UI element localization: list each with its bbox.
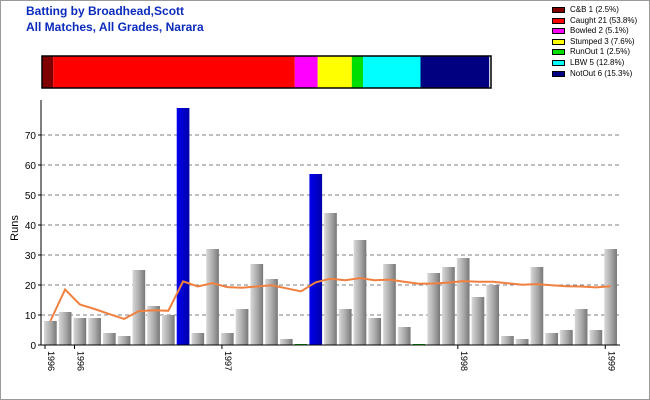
innings-bar <box>191 333 205 345</box>
y-tick-label: 60 <box>25 161 37 172</box>
innings-bar <box>560 330 573 345</box>
innings-bar <box>383 264 396 345</box>
legend-item: Caught 21 (53.8%) <box>552 16 650 27</box>
chart-title: Batting by Broadhead,Scott <box>26 4 185 18</box>
legend: C&B 1 (2.5%) Caught 21 (53.8%) Bowled 2 (5… <box>552 5 650 79</box>
dismissal-segment <box>351 56 364 88</box>
innings-bar <box>427 273 441 345</box>
innings-bar <box>545 333 558 345</box>
innings-bar <box>147 306 160 345</box>
legend-label: RunOut 1 (2.5%) <box>570 47 631 57</box>
y-tick-label: 20 <box>25 281 37 292</box>
innings-bar <box>338 309 352 345</box>
innings-bar <box>368 318 382 345</box>
innings-bar <box>486 285 500 345</box>
y-tick-label: 30 <box>25 251 37 262</box>
legend-swatch <box>552 28 565 35</box>
dismissal-segment <box>42 56 54 88</box>
legend-swatch <box>552 7 565 13</box>
legend-label: Stumped 3 (7.6%) <box>570 36 635 46</box>
legend-swatch <box>552 49 565 56</box>
innings-bar <box>73 318 87 345</box>
y-axis-label: Runs <box>9 215 21 241</box>
innings-bar <box>501 336 514 345</box>
legend-label: NotOut 6 (15.3%) <box>570 68 633 78</box>
innings-bar <box>397 327 411 345</box>
legend-item: Stumped 3 (7.6%) <box>552 37 650 48</box>
legend-item: Bowled 2 (5.1%) <box>552 26 650 37</box>
innings-bar <box>235 309 249 345</box>
innings-bar <box>117 336 131 345</box>
x-tick-label: 1998 <box>459 351 469 371</box>
legend-item: NotOut 6 (15.3%) <box>552 69 650 80</box>
legend-label: C&B 1 (2.5%) <box>570 5 619 14</box>
x-tick-label: 1996 <box>46 351 56 371</box>
y-tick-label: 70 <box>25 131 37 142</box>
legend-label: LBW 5 (12.8%) <box>570 57 625 67</box>
innings-bar <box>574 309 588 345</box>
innings-bar <box>58 312 72 345</box>
legend-item: C&B 1 (2.5%) <box>552 5 650 16</box>
legend-label: Caught 21 (53.8%) <box>570 15 638 25</box>
x-tick-label: 1999 <box>606 351 616 371</box>
dismissal-segment <box>363 56 421 88</box>
legend-item: RunOut 1 (2.5%) <box>552 47 650 58</box>
innings-bar <box>604 249 617 345</box>
innings-bar <box>589 330 603 345</box>
legend-swatch <box>552 70 565 77</box>
x-tick-label: 1997 <box>223 351 233 371</box>
dismissal-strip-border <box>41 55 492 89</box>
y-tick-label: 0 <box>30 341 36 352</box>
average-line <box>49 277 611 322</box>
dismissal-segment <box>294 56 318 88</box>
y-tick-label: 40 <box>25 221 37 232</box>
chart-subtitle: All Matches, All Grades, Narara <box>26 20 204 34</box>
x-tick-label: 1996 <box>75 351 85 371</box>
innings-bar <box>132 270 146 345</box>
legend-swatch <box>552 38 565 45</box>
innings-bar <box>44 321 57 345</box>
innings-bar <box>220 333 234 345</box>
innings-bar <box>530 267 544 345</box>
innings-bar <box>456 258 470 345</box>
innings-bar <box>250 264 264 345</box>
innings-bar <box>265 279 278 345</box>
not-out-bar <box>176 108 190 345</box>
innings-bar <box>206 249 219 345</box>
innings-bar <box>442 267 455 345</box>
legend-swatch <box>552 17 565 24</box>
innings-bar <box>515 339 529 345</box>
dismissal-segment <box>420 56 490 88</box>
innings-bar <box>103 333 116 345</box>
legend-swatch <box>552 59 565 66</box>
y-tick-label: 10 <box>25 311 37 322</box>
innings-bar <box>353 240 367 345</box>
innings-bar <box>161 315 175 345</box>
innings-bar <box>279 339 293 345</box>
dismissal-segment <box>53 56 295 88</box>
innings-bar <box>88 318 101 345</box>
legend-label: Bowled 2 (5.1%) <box>570 26 629 36</box>
dismissal-segment <box>317 56 352 88</box>
innings-bar <box>471 297 485 345</box>
not-out-bar <box>309 174 323 345</box>
y-tick-label: 50 <box>25 191 37 202</box>
legend-item: LBW 5 (12.8%) <box>552 58 650 69</box>
